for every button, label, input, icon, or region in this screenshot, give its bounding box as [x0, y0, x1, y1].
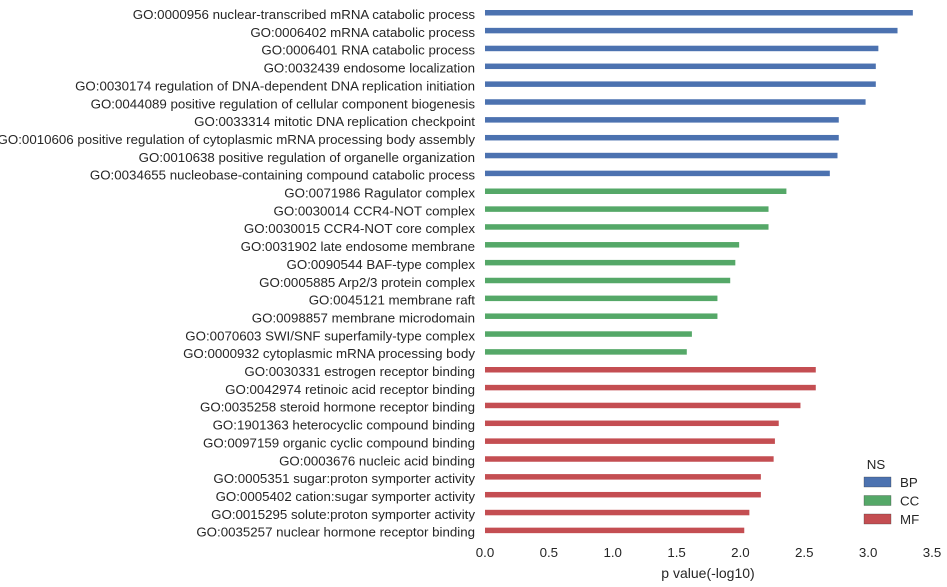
- legend: NS BP CC MF: [863, 457, 920, 527]
- bar-cc: [485, 259, 736, 266]
- category-label: GO:0097159 organic cyclic compound bindi…: [203, 435, 475, 450]
- bar-mf: [485, 438, 775, 444]
- bar-cc: [485, 206, 769, 212]
- category-label: GO:0030174 regulation of DNA-dependent D…: [75, 78, 475, 93]
- bar-bp: [485, 27, 898, 34]
- legend-label-mf: MF: [900, 512, 919, 527]
- category-label: GO:0006402 mRNA catabolic process: [250, 25, 475, 40]
- category-label: GO:0010606 positive regulation of cytopl…: [0, 132, 475, 147]
- category-label: GO:0000932 cytoplasmic mRNA processing b…: [183, 346, 475, 361]
- category-label: GO:0032439 endosome localization: [264, 61, 475, 76]
- bar-cc: [485, 277, 731, 284]
- category-label: GO:0030014 CCR4-NOT complex: [273, 203, 475, 218]
- category-label: GO:0010638 positive regulation of organe…: [139, 150, 475, 165]
- category-label: GO:0000956 nuclear-transcribed mRNA cata…: [133, 7, 476, 22]
- bar-cc: [485, 331, 692, 337]
- category-label: GO:0044089 positive regulation of cellul…: [91, 96, 476, 111]
- bar-bp: [485, 99, 866, 105]
- legend-title: NS: [867, 457, 886, 472]
- bar-mf: [485, 527, 745, 534]
- legend-swatch-bp: [863, 476, 892, 488]
- category-label: GO:0030331 estrogen receptor binding: [244, 364, 475, 379]
- category-label: GO:0070603 SWI/SNF superfamily-type comp…: [185, 328, 475, 343]
- category-label: GO:0090544 BAF-type complex: [287, 257, 476, 272]
- bar-bp: [485, 170, 830, 177]
- category-label: GO:0042974 retinoic acid receptor bindin…: [225, 382, 475, 397]
- bar-cc: [485, 295, 718, 302]
- x-tick-label: 2.0: [731, 545, 750, 560]
- bar-bp: [485, 134, 839, 141]
- bar-cc: [485, 349, 687, 355]
- legend-swatch-cc: [863, 495, 892, 506]
- bar-bp: [485, 45, 879, 52]
- x-tick-label: 2.5: [795, 545, 814, 560]
- category-label: GO:0033314 mitotic DNA replication check…: [194, 114, 475, 129]
- bar-bp: [485, 10, 913, 16]
- x-tick-label: 3.0: [859, 545, 878, 560]
- category-label: GO:1901363 heterocyclic compound binding: [213, 418, 475, 433]
- bar-mf: [485, 491, 761, 498]
- x-tick-label: 3.5: [923, 545, 942, 560]
- category-label: GO:0071986 Ragulator complex: [284, 186, 475, 201]
- bar-cc: [485, 242, 740, 248]
- category-label: GO:0005885 Arp2/3 protein complex: [259, 275, 475, 290]
- category-labels: GO:0000956 nuclear-transcribed mRNA cata…: [0, 7, 475, 540]
- bar-bp: [485, 81, 876, 87]
- bar-mf: [485, 367, 816, 373]
- x-axis: p value(-log10) 0.0 0.5 1.0 1.5 2.0 2.5 3.0 3.5: [476, 545, 942, 581]
- category-label: GO:0003676 nucleic acid binding: [279, 453, 475, 468]
- category-label: GO:0006401 RNA catabolic process: [261, 43, 475, 58]
- bars: [485, 10, 913, 534]
- x-tick-label: 1.0: [603, 545, 622, 560]
- category-label: GO:0031902 late endosome membrane: [241, 239, 475, 254]
- category-label: GO:0030015 CCR4-NOT core complex: [244, 221, 475, 236]
- category-label: GO:0035258 steroid hormone receptor bind…: [200, 400, 475, 415]
- x-tick-label: 1.5: [667, 545, 686, 560]
- bar-bp: [485, 152, 838, 159]
- bar-mf: [485, 509, 750, 516]
- bar-bp: [485, 63, 876, 70]
- bar-mf: [485, 384, 816, 391]
- bar-mf: [485, 456, 774, 462]
- bar-mf: [485, 474, 761, 480]
- bar-cc: [485, 188, 787, 194]
- bar-mf: [485, 402, 801, 409]
- legend-swatch-mf: [863, 513, 892, 525]
- category-label: GO:0005402 cation:sugar symporter activi…: [216, 489, 476, 504]
- category-label: GO:0035257 nuclear hormone receptor bind…: [196, 525, 475, 540]
- category-label: GO:0005351 sugar:proton symporter activi…: [213, 471, 475, 486]
- bar-mf: [485, 420, 779, 427]
- category-label: GO:0045121 membrane raft: [309, 293, 476, 308]
- bar-cc: [485, 224, 769, 230]
- bar-bp: [485, 117, 839, 123]
- category-label: GO:0034655 nucleobase-containing compoun…: [90, 168, 475, 183]
- x-tick-label: 0.0: [476, 545, 495, 560]
- legend-label-bp: BP: [900, 475, 918, 490]
- category-label: GO:0098857 membrane microdomain: [252, 310, 475, 325]
- bar-cc: [485, 313, 718, 319]
- x-tick-label: 0.5: [540, 545, 559, 560]
- category-label: GO:0015295 solute:proton symporter activ…: [211, 507, 475, 522]
- x-axis-title: p value(-log10): [661, 565, 754, 581]
- legend-label-cc: CC: [900, 494, 920, 509]
